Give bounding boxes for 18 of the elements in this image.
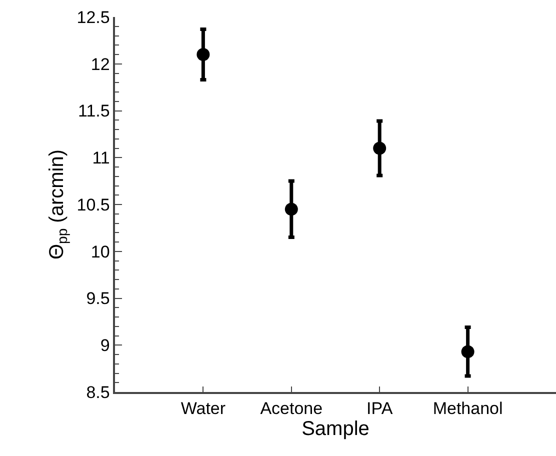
y-tick-label: 11 xyxy=(92,148,110,168)
y-tick-label: 9 xyxy=(100,336,110,356)
y-tick-label: 12.5 xyxy=(76,8,110,27)
x-tick-label: Water xyxy=(180,399,226,418)
x-axis-title: Sample xyxy=(302,418,370,440)
y-tick-label: 12 xyxy=(90,54,110,74)
x-tick-label: IPA xyxy=(366,399,394,418)
x-tick-label: Acetone xyxy=(260,399,323,418)
y-tick-label: 11.5 xyxy=(78,102,110,121)
y-tick-label: 8.5 xyxy=(86,382,110,402)
point xyxy=(373,142,386,155)
x-tick-label: Methanol xyxy=(432,399,503,418)
point xyxy=(196,48,210,61)
y-tick-label: 10.5 xyxy=(76,195,110,214)
point xyxy=(461,345,474,358)
y-tick-label: 9.5 xyxy=(86,289,110,308)
y-tick-label: 10 xyxy=(90,242,110,262)
point xyxy=(284,202,298,216)
